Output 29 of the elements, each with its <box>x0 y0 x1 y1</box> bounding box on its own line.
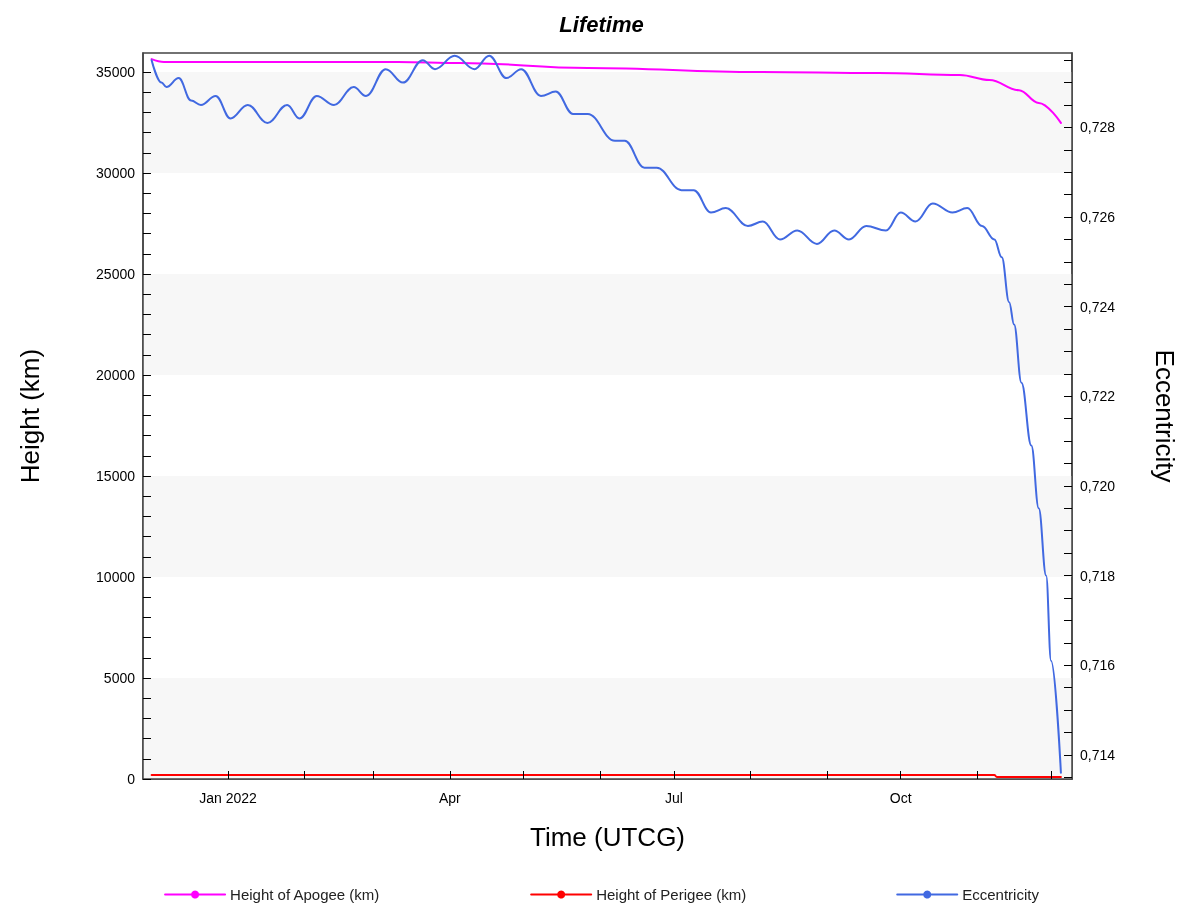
y-tick-label: 0 <box>127 771 136 787</box>
y2-tick-label: 0,722 <box>1080 388 1116 405</box>
y2-tick-label: 0,724 <box>1080 298 1116 315</box>
y-axis-title: Height (km) <box>15 348 45 484</box>
line-series <box>150 58 1062 124</box>
y-tick-label: 35000 <box>96 63 136 80</box>
y-tick-label: 10000 <box>96 569 136 585</box>
y-tick-label: 20000 <box>96 366 136 383</box>
y2-axis-title: Eccentricity <box>1150 349 1180 483</box>
x-tick-label: Jan 2022 <box>199 790 258 806</box>
x-tick-label: Apr <box>438 790 462 806</box>
y-tick-label: 30000 <box>96 164 136 181</box>
y2-tick-label: 0,720 <box>1080 477 1116 494</box>
chart-title: Lifetime <box>559 11 644 37</box>
y2-tick-label: 0,728 <box>1080 119 1116 136</box>
line-series <box>150 54 1062 774</box>
y-tick-label: 15000 <box>96 467 136 484</box>
y-tick-label: 5000 <box>103 670 136 686</box>
y2-tick-label: 0,718 <box>1080 567 1116 584</box>
legend-label: Height of Perigee (km) <box>596 886 747 903</box>
y2-tick-label: 0,714 <box>1080 746 1116 763</box>
y-tick-label: 25000 <box>96 265 136 282</box>
x-tick-label: Jul <box>665 790 683 806</box>
x-axis-title: Time (UTCG) <box>529 822 686 852</box>
x-tick-label: Oct <box>889 790 912 806</box>
y2-tick-label: 0,716 <box>1080 657 1116 674</box>
legend-label: Height of Apogee (km) <box>230 886 380 903</box>
y2-tick-label: 0,726 <box>1080 209 1116 226</box>
legend-label: Eccentricity <box>962 886 1040 903</box>
